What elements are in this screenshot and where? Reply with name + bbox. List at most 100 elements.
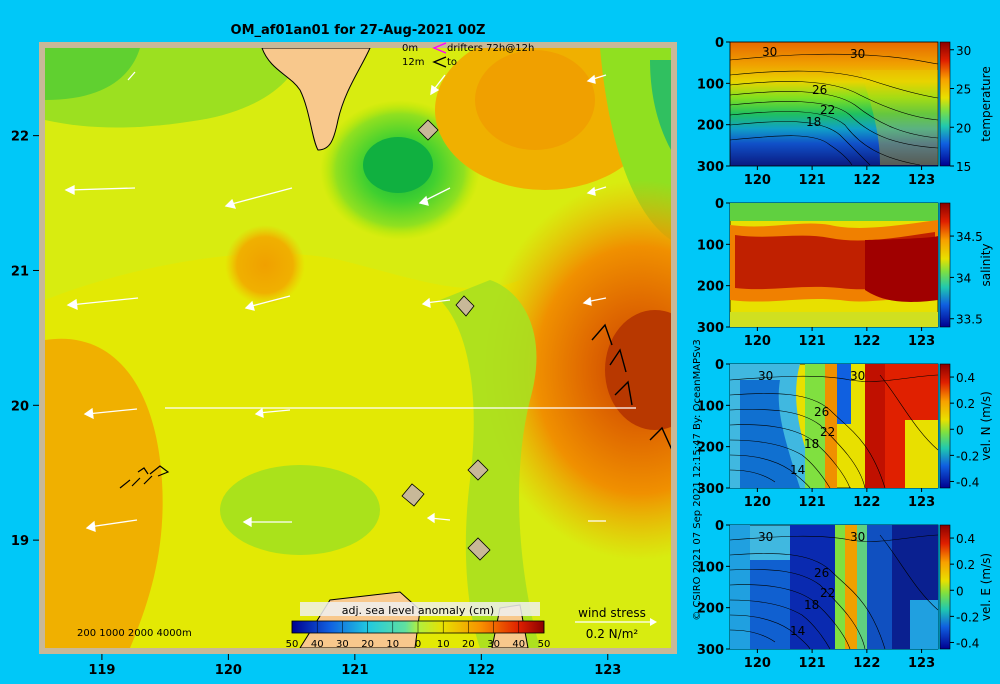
panel-x-tick-label: 120 <box>744 495 771 510</box>
vele-label-18: 18 <box>804 598 819 612</box>
panel-y-tick-label: 0 <box>715 519 724 534</box>
map-y-tick-label: 22 <box>11 130 29 145</box>
bathymetry-legend: 200 1000 2000 4000m <box>77 628 192 639</box>
map-x-tick-label: 119 <box>88 663 115 678</box>
map-x-tick-label: 123 <box>594 663 621 678</box>
drifter-icon-magenta <box>432 42 447 54</box>
legend-depth-12m: 12m <box>402 57 424 68</box>
panel-x-tick-label: 121 <box>799 495 826 510</box>
cbar-tick-label: 34 <box>956 271 971 285</box>
vele-label-22: 22 <box>820 586 835 600</box>
cbar-tick-label: 0.2 <box>956 558 975 572</box>
map-x-tick-label: 121 <box>341 663 368 678</box>
temp-label-18: 18 <box>806 115 821 129</box>
colorbar-title: adj. sea level anomaly (cm) <box>342 604 494 617</box>
colorbar-tick-label: 0 <box>415 639 421 650</box>
map-y-tick-label: 19 <box>11 534 29 549</box>
cbar-tick-label: 33.5 <box>956 313 983 327</box>
map-x-tick-label: 122 <box>468 663 495 678</box>
panel-velocity-east: 30 30 26 22 18 14 vel. E (m/s) <box>729 524 993 650</box>
vele-label-30-right: 30 <box>850 530 865 544</box>
temp-label-30-left: 30 <box>762 45 777 59</box>
panel-temperature: 30 30 26 22 18 temperature <box>729 41 993 167</box>
panel-salinity: salinity <box>729 202 993 328</box>
panel-y-tick-label: 100 <box>697 238 724 253</box>
panel-y-tick-label: 200 <box>697 602 724 617</box>
colorbar-tick-label: 30 <box>336 639 349 650</box>
colorbar-tick-label: 10 <box>386 639 399 650</box>
panel-y-tick-label: 200 <box>697 441 724 456</box>
cbar-tick-label: 30 <box>956 44 971 58</box>
cbar-tick-label: 34.5 <box>956 230 983 244</box>
map-y-tick-label: 20 <box>11 399 29 414</box>
land-taiwan <box>261 48 371 151</box>
temp-label-22: 22 <box>820 103 835 117</box>
cbar-tick-label: 0.2 <box>956 397 975 411</box>
vele-label-26: 26 <box>814 566 829 580</box>
panel-x-tick-label: 122 <box>853 334 880 349</box>
map-field <box>45 48 671 648</box>
veln-label-30-left: 30 <box>758 369 773 383</box>
vele-label-30-left: 30 <box>758 530 773 544</box>
wind-scale-arrow-icon <box>650 618 657 626</box>
colorbar-tick-label: 10 <box>437 639 450 650</box>
wind-stress-scale: 0.2 N/m² <box>586 627 639 641</box>
veln-label-18: 18 <box>804 437 819 451</box>
panel-x-tick-label: 123 <box>908 495 935 510</box>
credit-text: © CSIRO 2021 07 Sep 2021 12:15:47 By: Oc… <box>692 339 703 620</box>
veln-label-26: 26 <box>814 405 829 419</box>
cbar-tick-label: 0 <box>956 423 964 437</box>
vel-n-axis-label: vel. N (m/s) <box>979 391 993 461</box>
panel-y-tick-label: 300 <box>697 160 724 175</box>
panel-x-tick-label: 121 <box>799 334 826 349</box>
wind-stress-label: wind stress <box>578 606 646 620</box>
panel-x-tick-label: 120 <box>744 334 771 349</box>
panel-y-tick-label: 0 <box>715 197 724 212</box>
cbar-tick-label: -0.4 <box>956 475 979 489</box>
panel-y-tick-label: 200 <box>697 119 724 134</box>
panel-x-tick-label: 120 <box>744 173 771 188</box>
map-y-axis: 19 20 21 22 <box>11 130 39 549</box>
map-x-axis: 119 120 121 122 123 <box>88 654 621 678</box>
colorbar-tick-label: 50 <box>286 639 299 650</box>
colorbar-tick-label: 30 <box>487 639 500 650</box>
veln-label-22: 22 <box>820 425 835 439</box>
colorbar-tick-label: 40 <box>311 639 324 650</box>
cbar-tick-label: -0.2 <box>956 449 979 463</box>
panel-x-tick-label: 122 <box>853 656 880 671</box>
temperature-axis-label: temperature <box>979 66 993 141</box>
panel-x-tick-label: 123 <box>908 334 935 349</box>
colorbar-tick-label: 50 <box>538 639 551 650</box>
cbar-tick-label: 15 <box>956 160 971 174</box>
cbar-tick-label: 20 <box>956 121 971 135</box>
colorbar-tick-label: 20 <box>361 639 374 650</box>
sea-level-colorbar: adj. sea level anomaly (cm) 50 40 30 20 10 0 1… <box>286 602 551 650</box>
panel-y-tick-label: 300 <box>697 643 724 658</box>
panel-y-tick-label: 0 <box>715 36 724 51</box>
legend-depth-0m: 0m <box>402 43 418 54</box>
cbar-tick-label: -0.4 <box>956 636 979 650</box>
panel-x-tick-label: 120 <box>744 656 771 671</box>
vele-label-14: 14 <box>790 624 805 638</box>
veln-label-14: 14 <box>790 463 805 477</box>
panel-y-tick-label: 100 <box>697 399 724 414</box>
colorbar-tick-label: 40 <box>512 639 525 650</box>
panel-velocity-north: 30 30 26 22 18 14 vel. N (m/s) <box>729 363 993 489</box>
veln-label-30-right: 30 <box>850 369 865 383</box>
panel-x-tick-label: 121 <box>799 173 826 188</box>
panel-y-tick-label: 300 <box>697 482 724 497</box>
cbar-tick-label: 0 <box>956 584 964 598</box>
panel-y-tick-label: 200 <box>697 280 724 295</box>
panel-y-tick-label: 100 <box>697 560 724 575</box>
salinity-axis-label: salinity <box>979 243 993 286</box>
panel-x-tick-label: 122 <box>853 173 880 188</box>
wind-arrows <box>64 71 636 532</box>
vel-e-axis-label: vel. E (m/s) <box>979 553 993 621</box>
panel-y-tick-label: 0 <box>715 358 724 373</box>
panel-x-tick-label: 123 <box>908 173 935 188</box>
drifter-icon-black <box>432 56 447 68</box>
page-title: OM_af01an01 for 27-Aug-2021 00Z <box>231 23 486 38</box>
cbar-tick-label: 25 <box>956 83 971 97</box>
